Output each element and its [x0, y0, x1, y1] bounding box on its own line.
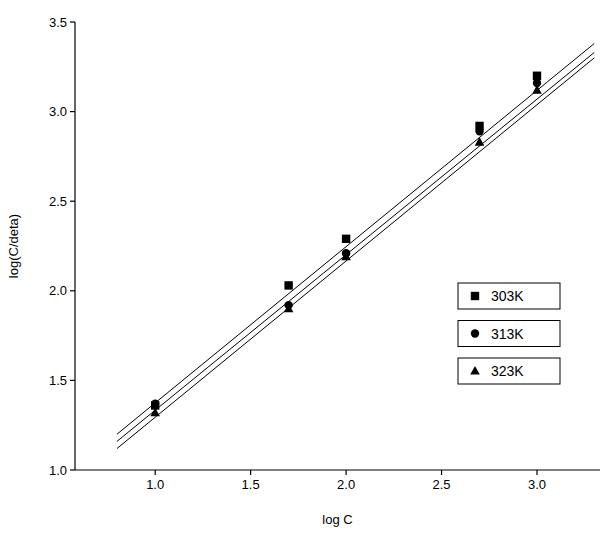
legend: 303K 313K 323K [458, 283, 560, 384]
chart: 1.0 1.5 2.0 2.5 3.0 1.0 1.5 2.0 2.5 3.0 3.5 log C lo… [0, 0, 605, 534]
x-axis-title: log C [322, 512, 352, 527]
x-tick-label: 2.0 [337, 477, 355, 492]
y-tick-label: 1.0 [49, 463, 67, 478]
y-tick [70, 290, 75, 291]
y-tick [70, 21, 75, 22]
point [151, 399, 159, 407]
y-tick-label: 2.5 [49, 194, 67, 209]
legend-box [458, 321, 560, 347]
y-tick-label: 1.5 [49, 373, 67, 388]
point [150, 408, 160, 417]
point [475, 127, 483, 135]
point [342, 235, 350, 243]
point [341, 252, 351, 261]
fit-line [117, 58, 594, 449]
point [532, 85, 542, 94]
point [533, 72, 541, 80]
x-tick-label: 1.0 [146, 477, 164, 492]
legend-label: 313K [491, 326, 524, 342]
x-tick [345, 470, 346, 475]
fit-line [117, 52, 594, 441]
fit-line [117, 44, 594, 435]
legend-marker [471, 329, 479, 337]
legend-marker [471, 292, 479, 300]
y-tick-label: 3.0 [49, 104, 67, 119]
plot-area [117, 44, 594, 449]
y-tick [70, 380, 75, 381]
x-tick [155, 470, 156, 475]
legend-box [458, 358, 560, 384]
y-tick [70, 469, 75, 470]
y-axis [74, 22, 75, 470]
x-tick [250, 470, 251, 475]
point [475, 137, 485, 146]
point [284, 304, 294, 313]
x-axis [75, 469, 600, 470]
legend-box [458, 283, 560, 309]
point [284, 281, 292, 289]
x-tick-label: 3.0 [528, 477, 546, 492]
x-tick-label: 2.5 [433, 477, 451, 492]
legend-marker [470, 366, 480, 375]
y-tick-label: 3.5 [49, 15, 67, 30]
legend-label: 303K [491, 288, 524, 304]
legend-label: 323K [491, 363, 524, 379]
y-axis-title: log(C/deta) [6, 214, 21, 278]
y-tick [70, 201, 75, 202]
y-tick-label: 2.0 [49, 283, 67, 298]
x-tick [536, 470, 537, 475]
y-tick [70, 111, 75, 112]
x-tick [441, 470, 442, 475]
x-tick-label: 1.5 [242, 477, 260, 492]
